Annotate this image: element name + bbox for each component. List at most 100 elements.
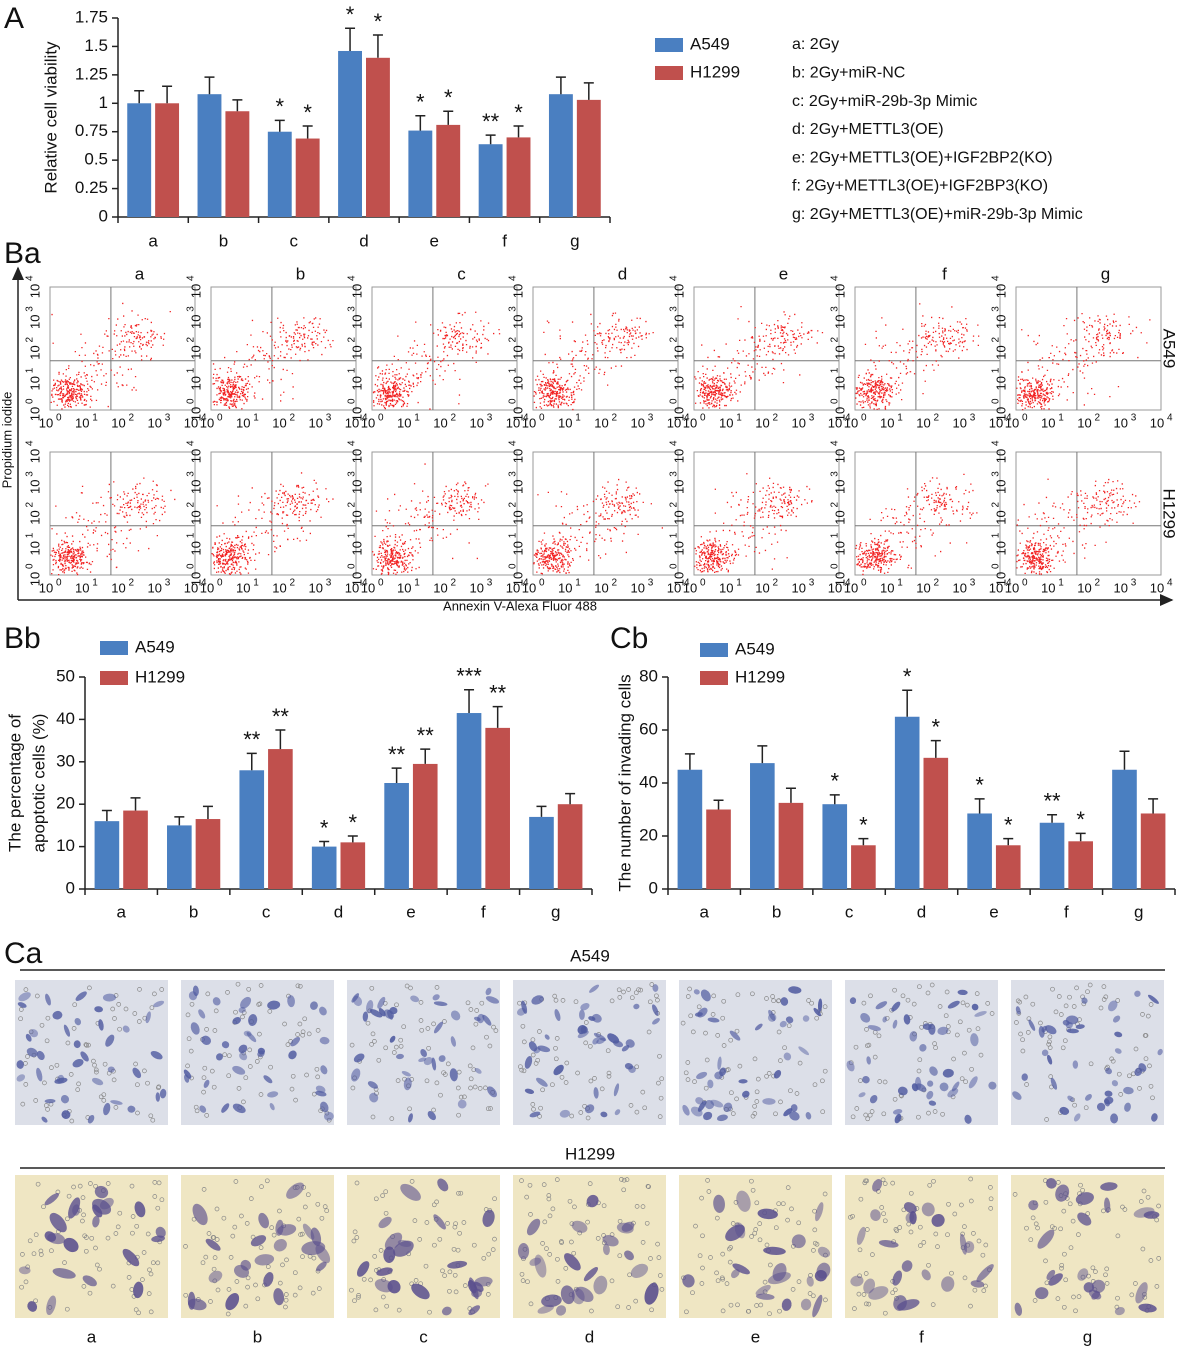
cell [320, 1065, 328, 1075]
cell [18, 1266, 31, 1275]
cell [600, 1111, 608, 1118]
legend-note: a: 2Gy [792, 36, 839, 53]
bar [127, 103, 152, 217]
cell [717, 1056, 722, 1070]
cell [369, 1092, 379, 1103]
significance: * [374, 9, 383, 34]
flow-y-tick-base: 10 [349, 541, 364, 555]
cell [273, 1238, 287, 1252]
significance: * [275, 94, 284, 119]
cell [198, 1009, 206, 1019]
flow-x-tick-base: 10 [236, 580, 250, 595]
bar [529, 816, 554, 889]
bar [1112, 769, 1137, 889]
y-tick-label: 0 [649, 878, 658, 897]
cell [94, 1006, 103, 1013]
cell [401, 1071, 411, 1077]
cell [1065, 1022, 1073, 1029]
cell [867, 1025, 881, 1031]
flow-y-tick-exp: 4 [669, 275, 680, 281]
cell [652, 1004, 659, 1016]
flow-y-tick-base: 10 [188, 345, 203, 359]
flow-events [694, 473, 813, 573]
cell [1096, 1102, 1106, 1112]
y-tick-label: 30 [56, 751, 75, 770]
y-axis-label: The percentage of [5, 714, 24, 852]
cell [971, 1003, 979, 1011]
error-bar [345, 27, 356, 51]
pores [349, 1179, 497, 1315]
cell [957, 989, 968, 996]
cell [882, 1016, 888, 1023]
cell [52, 1010, 63, 1020]
flow-y-tick-base: 10 [188, 315, 203, 329]
flow-plot-frame [1015, 286, 1162, 411]
flow-y-tick-base: 10 [993, 541, 1008, 555]
micrograph [181, 980, 334, 1125]
flow-column-label: f [942, 264, 947, 283]
flow-x-tick-exp: 4 [201, 413, 207, 424]
flow-y-tick-exp: 1 [991, 532, 1002, 538]
cell [602, 1235, 619, 1247]
flow-x-tick-exp: 3 [648, 413, 654, 424]
flow-column-label: b [296, 264, 305, 283]
flow-x-tick-exp: 0 [700, 578, 706, 589]
flow-x-tick-base: 10 [39, 580, 53, 595]
flow-x-tick-base: 10 [345, 415, 359, 430]
cell [350, 1068, 361, 1082]
flow-events [533, 478, 663, 575]
cell [903, 1202, 917, 1214]
cell [187, 1298, 207, 1311]
cell [263, 1075, 273, 1084]
flow-x-tick-base: 10 [916, 415, 930, 430]
cell [192, 1203, 208, 1226]
y-axis-label: apoptotic cells (%) [29, 714, 48, 853]
error-bar [347, 835, 358, 843]
error-bar [555, 76, 566, 95]
x-tick-label: b [189, 902, 198, 921]
cell [697, 1007, 708, 1018]
flow-y-tick-base: 10 [671, 541, 686, 555]
flow-x-tick-base: 10 [1041, 580, 1055, 595]
cell [225, 1293, 240, 1311]
legend-swatch [700, 671, 728, 685]
flow-x-tick-base: 10 [594, 415, 608, 430]
flow-x-tick-exp: 2 [934, 578, 940, 589]
cell [1045, 1025, 1057, 1035]
cell [697, 1100, 707, 1112]
cell [922, 1023, 932, 1030]
cell [403, 1077, 412, 1091]
cell [68, 1197, 81, 1219]
cell [613, 1083, 620, 1097]
flow-y-tick-base: 10 [27, 407, 42, 421]
x-tick-label: a [699, 902, 709, 921]
flow-column-label: e [779, 264, 788, 283]
flow-x-tick-base: 10 [683, 415, 697, 430]
flow-plot-frame [532, 286, 679, 411]
flow-y-tick-base: 10 [188, 480, 203, 494]
bar [1068, 841, 1093, 889]
flow-x-tick-exp: 3 [1131, 578, 1137, 589]
flow-y-tick-base: 10 [832, 541, 847, 555]
cell [378, 1008, 386, 1017]
bar [456, 713, 482, 889]
cell [107, 1066, 115, 1073]
flow-x-tick-exp: 1 [897, 578, 903, 589]
y-tick-label: 1.75 [75, 7, 108, 26]
cell [433, 1214, 446, 1230]
cell [1107, 1000, 1118, 1012]
flow-x-tick-base: 10 [844, 415, 858, 430]
flow-y-tick-exp: 4 [25, 440, 36, 446]
cell [644, 1282, 659, 1305]
flow-y-tick-exp: 2 [25, 337, 36, 343]
cell [901, 1260, 913, 1272]
cell [541, 1294, 562, 1308]
cell [1104, 1099, 1110, 1107]
flow-x-tick-exp: 3 [809, 578, 815, 589]
flow-y-tick-base: 10 [510, 541, 525, 555]
error-bar [391, 767, 402, 783]
flow-y-tick-base: 10 [27, 541, 42, 555]
cell [1041, 1049, 1049, 1057]
bar [1140, 813, 1166, 889]
